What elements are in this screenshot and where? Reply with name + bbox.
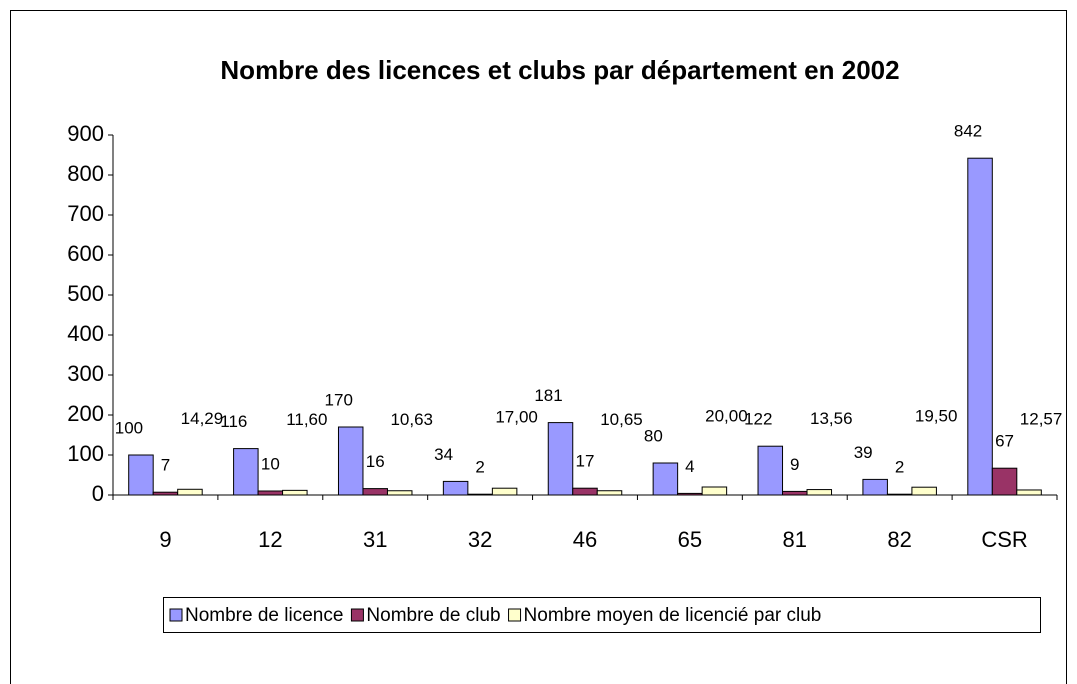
chart-border [10,10,1067,684]
data-label: 14,29 [181,409,224,428]
data-label: 17 [576,452,595,471]
data-label: 100 [115,418,143,437]
data-label: 20,00 [705,406,748,425]
bar [547,422,574,496]
data-label: 4 [685,457,694,476]
data-label: 13,56 [810,409,853,428]
y-tick-label: 0 [92,481,104,506]
x-tick-label: 12 [258,527,282,552]
bar [233,448,259,496]
x-tick-label: 9 [159,527,171,552]
x-tick-label: 46 [573,527,597,552]
bar [386,490,413,496]
data-label: 7 [161,456,170,475]
bar [1016,489,1042,496]
x-tick-label: CSR [981,527,1027,552]
bar [652,462,679,496]
bar [991,467,1018,496]
data-label: 842 [954,122,982,141]
bar [128,454,154,496]
bar [177,488,203,496]
bar [442,480,469,496]
bar [337,426,364,496]
y-tick-label: 300 [67,361,104,386]
data-label: 10,63 [390,410,433,429]
legend-label: Nombre de club [366,605,500,626]
bar [596,490,623,496]
legend-swatch [169,608,183,622]
data-label: 12,57 [1020,409,1063,428]
data-label: 67 [995,432,1014,451]
data-label: 9 [790,455,799,474]
chart-title: Nombre des licences et clubs par départe… [220,55,899,85]
x-tick-label: 82 [887,527,911,552]
bar [257,490,284,496]
bar [491,487,518,496]
data-label: 19,50 [915,407,958,426]
bar [782,490,808,496]
y-tick-label: 800 [67,161,104,186]
legend-label: Nombre moyen de licencié par club [524,605,822,626]
legend-box [163,597,1041,633]
bar [572,487,598,496]
x-tick-label: 65 [678,527,702,552]
data-label: 116 [220,412,247,431]
data-label: 170 [325,390,353,409]
data-label: 10 [261,454,280,473]
x-tick-label: 32 [468,527,492,552]
data-label: 80 [644,426,663,445]
bar [806,489,833,496]
data-label: 10,65 [600,410,643,429]
y-tick-label: 400 [67,321,104,346]
y-tick-label: 500 [67,281,104,306]
data-label: 2 [895,458,904,477]
x-tick-label: 31 [363,527,387,552]
data-label: 34 [434,445,453,464]
legend-swatch [508,608,522,622]
y-tick-label: 100 [67,441,104,466]
y-tick-label: 700 [67,201,104,226]
data-label: 181 [534,386,562,405]
bar [757,445,784,496]
y-tick-label: 200 [67,401,104,426]
x-tick-label: 81 [783,527,807,552]
data-label: 122 [744,410,772,429]
y-tick-label: 900 [67,121,104,146]
data-label: 11,60 [286,410,327,429]
data-label: 39 [854,443,873,462]
bar [967,157,993,496]
data-label: 2 [475,458,484,477]
legend-label: Nombre de licence [185,605,343,626]
bar [862,478,888,496]
data-label: 17,00 [495,408,538,427]
bar [282,489,308,496]
legend-swatch [350,608,364,622]
bar [701,486,728,496]
bar [362,488,388,496]
bar [911,486,937,496]
y-tick-label: 600 [67,241,104,266]
data-label: 16 [366,452,385,471]
